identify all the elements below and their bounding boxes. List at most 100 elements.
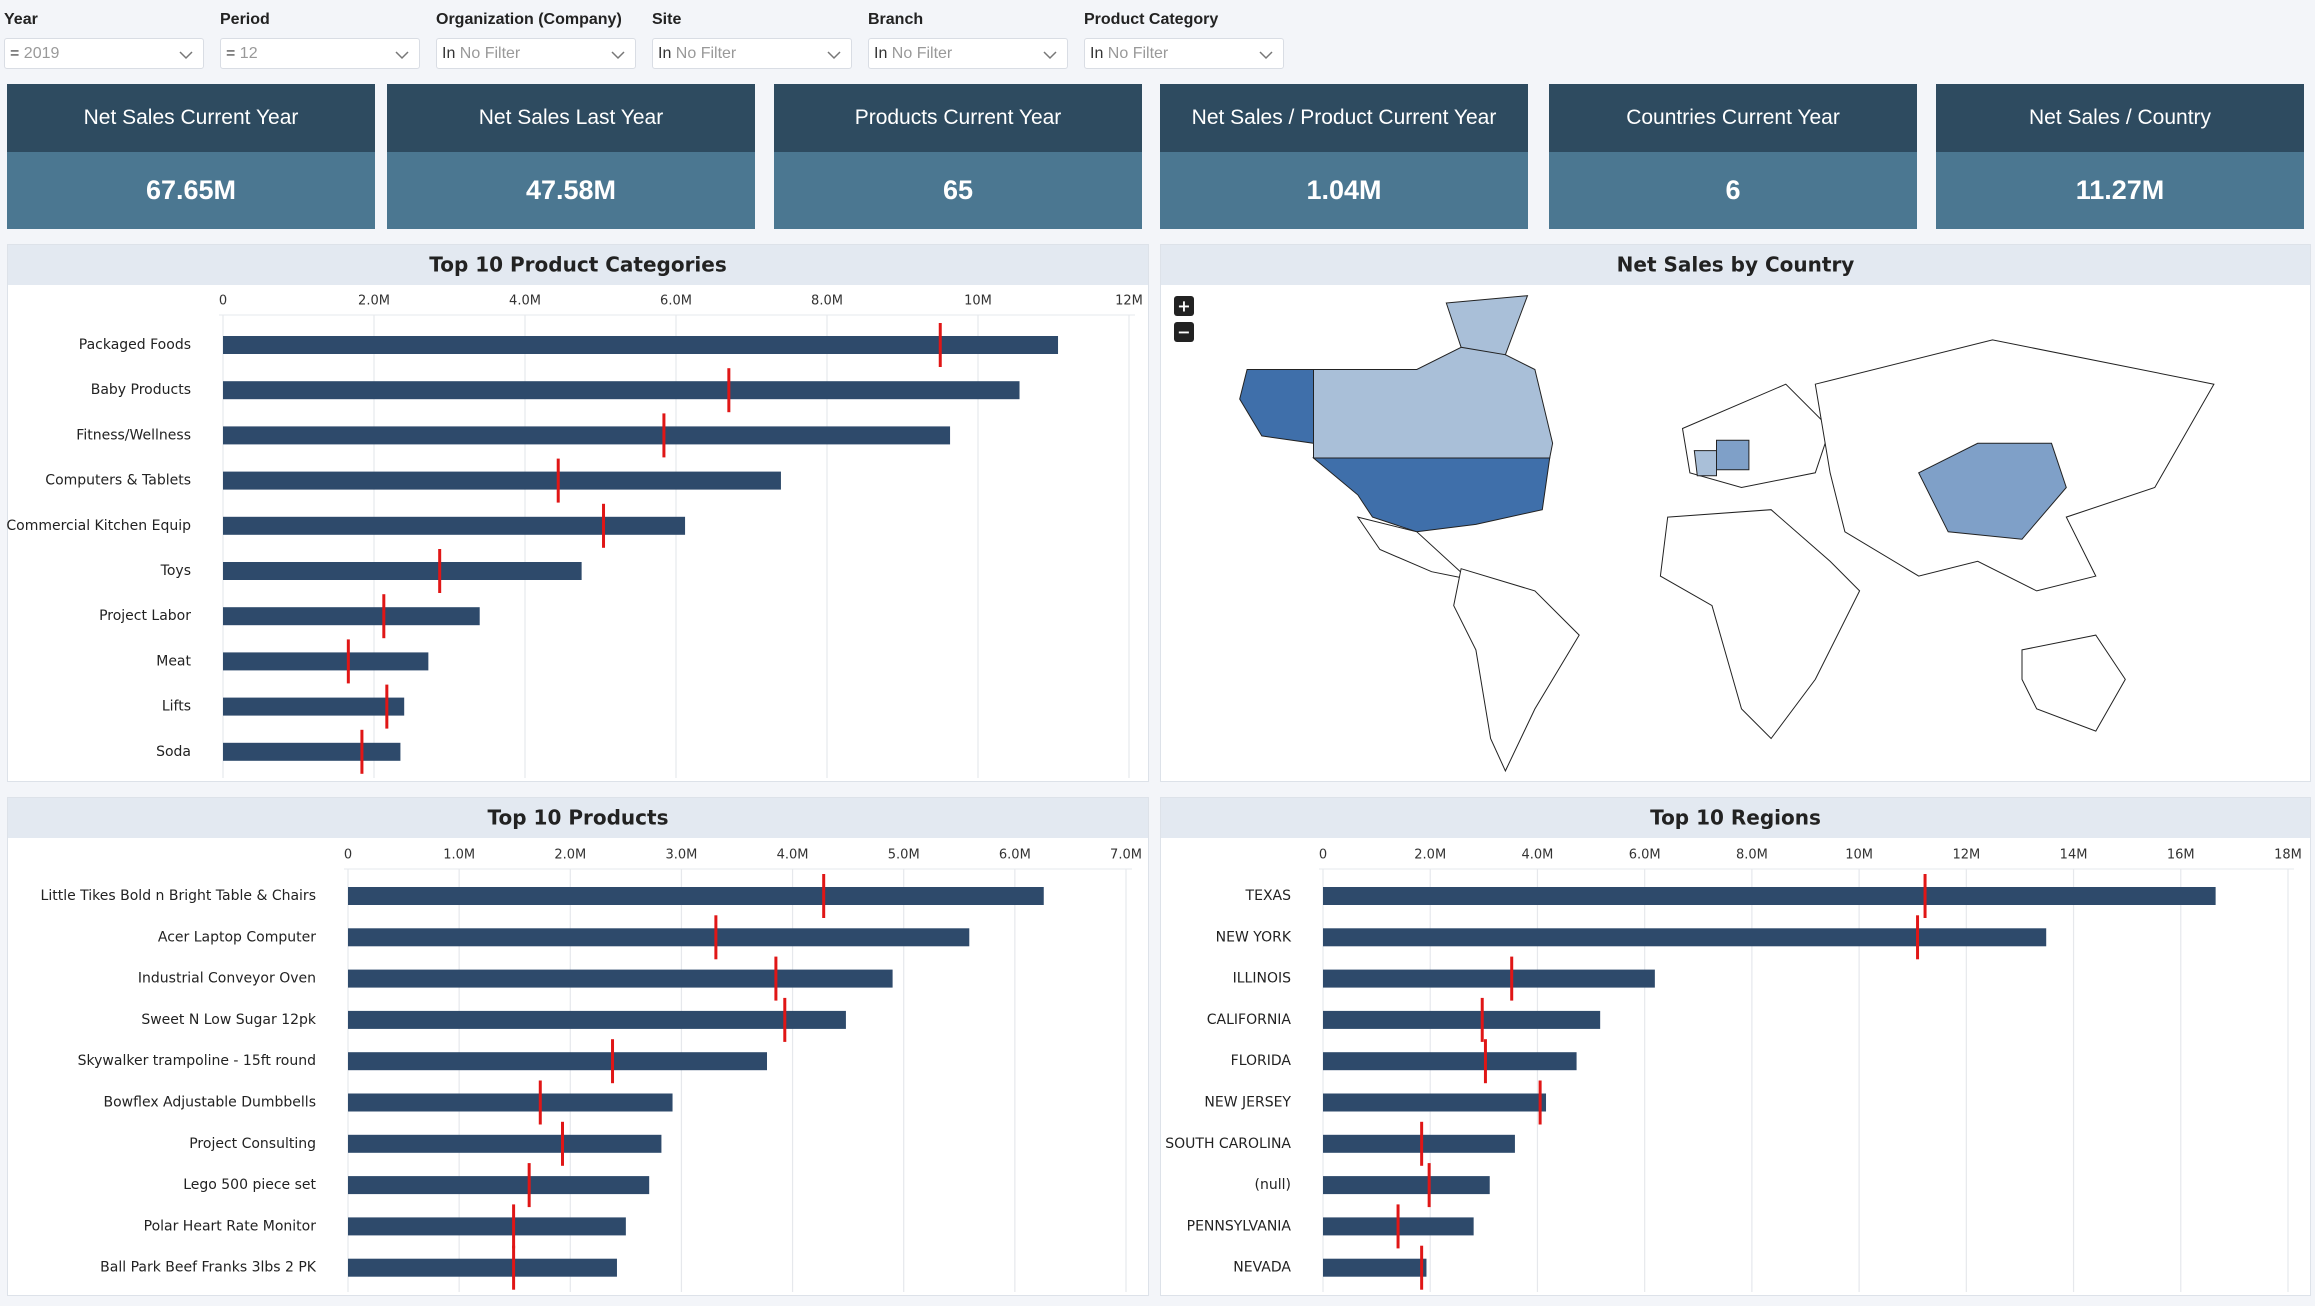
filter-value: 12 xyxy=(239,45,258,62)
x-tick-label: 4.0M xyxy=(509,294,541,309)
bar xyxy=(1323,1010,1601,1029)
category-label: Acer Laptop Computer xyxy=(158,929,316,945)
bar xyxy=(348,1052,768,1071)
category-label: Packaged Foods xyxy=(79,337,191,353)
chevron xyxy=(395,51,409,60)
country-shape xyxy=(1716,439,1750,471)
filter-value: 2019 xyxy=(23,45,60,62)
chart-title: Top 10 Products xyxy=(488,806,669,830)
category-label: Project Consulting xyxy=(189,1136,316,1152)
category-label: (null) xyxy=(1255,1177,1291,1193)
kpi-card: Net Sales Last Year 47.58M xyxy=(387,84,755,229)
panel-background xyxy=(7,244,1149,782)
x-tick-label: 4.0M xyxy=(777,848,809,863)
kpi-title: Net Sales / Country xyxy=(1936,84,2304,152)
category-label: Fitness/Wellness xyxy=(76,427,191,443)
kpi-card: Countries Current Year 6 xyxy=(1549,84,1917,229)
x-tick-label: 4.0M xyxy=(1521,848,1553,863)
x-tick-label: 10M xyxy=(964,294,992,309)
filter-dropdown[interactable]: In No Filter xyxy=(1084,38,1284,69)
x-tick-label: 16M xyxy=(2167,848,2195,863)
x-tick-label: 2.0M xyxy=(554,848,586,863)
x-tick-label: 3.0M xyxy=(665,848,697,863)
country-shape xyxy=(1693,450,1717,477)
bar xyxy=(223,697,405,716)
dropdown-chevron xyxy=(1259,51,1273,60)
kpi-title: Net Sales Last Year xyxy=(387,84,755,152)
x-tick-label: 6.0M xyxy=(1629,848,1661,863)
zoom-button[interactable] xyxy=(1174,296,1194,316)
dropdown-chevron xyxy=(395,51,409,60)
zoom-button[interactable] xyxy=(1174,322,1194,342)
bar xyxy=(1323,1176,1490,1195)
category-label: FLORIDA xyxy=(1231,1053,1292,1069)
filter-label: Site xyxy=(652,11,682,28)
kpi-title: Net Sales Current Year xyxy=(7,84,375,152)
kpi-value: 47.58M xyxy=(387,152,755,229)
x-tick-label: 8.0M xyxy=(811,294,843,309)
kpi-card: Products Current Year 65 xyxy=(774,84,1142,229)
bar xyxy=(223,426,951,445)
bar xyxy=(223,336,1059,354)
category-label: Sweet N Low Sugar 12pk xyxy=(141,1012,317,1028)
chart-title: Top 10 Product Categories xyxy=(429,253,727,277)
x-tick-label: 6.0M xyxy=(660,294,692,309)
chart-panel: Top 10 Regions 0 2.0M 4.0M 6.0M 8.0M 10M 12M 14M… xyxy=(1160,797,2311,1296)
filter-dropdown[interactable]: = 12 xyxy=(220,38,420,69)
kpi-card: Net Sales Current Year 67.65M xyxy=(7,84,375,229)
filter-dropdown[interactable]: In No Filter xyxy=(652,38,852,69)
country-shape xyxy=(1312,457,1551,533)
country-shape xyxy=(1453,568,1580,773)
kpi-value: 6 xyxy=(1549,152,1917,229)
filter-operator: = xyxy=(10,45,20,62)
bar xyxy=(348,1093,673,1112)
filter-dropdown[interactable]: In No Filter xyxy=(436,38,636,69)
bar xyxy=(223,607,480,626)
bar xyxy=(348,887,1044,905)
chart-title: Net Sales by Country xyxy=(1617,253,1855,277)
category-label: Baby Products xyxy=(91,382,191,398)
bar xyxy=(223,516,686,535)
chart-panel: Top 10 Product Categories 0 2.0M 4.0M 6.0M 8.… xyxy=(7,244,1149,782)
x-tick-label: 2.0M xyxy=(358,294,390,309)
country-shape xyxy=(1445,295,1529,356)
x-tick-label: 10M xyxy=(1845,848,1873,863)
chevron xyxy=(611,51,625,60)
bar xyxy=(1323,969,1655,988)
category-label: NEW JERSEY xyxy=(1204,1095,1291,1111)
bar xyxy=(348,928,970,947)
bar xyxy=(223,381,1020,400)
bar xyxy=(348,1258,617,1277)
kpi-value: 1.04M xyxy=(1160,152,1528,229)
category-label: Industrial Conveyor Oven xyxy=(138,971,316,987)
category-label: NEVADA xyxy=(1233,1260,1291,1276)
kpi-title: Net Sales / Product Current Year xyxy=(1160,84,1528,152)
category-label: SOUTH CAROLINA xyxy=(1165,1136,1291,1152)
filter-label: Year xyxy=(4,11,38,28)
x-tick-label: 0 xyxy=(344,848,352,863)
bar xyxy=(1323,1134,1515,1153)
filter-dropdown[interactable]: In No Filter xyxy=(868,38,1068,69)
chevron xyxy=(179,51,193,60)
chart-panel: Net Sales by Country + − xyxy=(1160,244,2311,782)
filter-label: Organization (Company) xyxy=(436,11,622,28)
kpi-title: Countries Current Year xyxy=(1549,84,1917,152)
x-tick-label: 7.0M xyxy=(1110,848,1142,863)
panel-background xyxy=(7,797,1149,1296)
filter-dropdown[interactable]: = 2019 xyxy=(4,38,204,69)
category-label: Soda xyxy=(156,744,191,760)
category-label: CALIFORNIA xyxy=(1207,1012,1292,1028)
country-shape xyxy=(1239,369,1314,444)
bar xyxy=(1323,887,2216,905)
kpi-title: Products Current Year xyxy=(774,84,1142,152)
chevron xyxy=(1043,51,1057,60)
bar xyxy=(223,562,582,580)
filter-value: No Filter xyxy=(891,45,953,62)
filter-label: Product Category xyxy=(1084,11,1219,28)
filter-value: No Filter xyxy=(675,45,737,62)
category-label: TEXAS xyxy=(1245,888,1292,904)
bar xyxy=(1323,1052,1577,1071)
category-label: Meat xyxy=(156,653,191,669)
bar xyxy=(223,471,781,490)
category-label: ILLINOIS xyxy=(1233,971,1291,987)
